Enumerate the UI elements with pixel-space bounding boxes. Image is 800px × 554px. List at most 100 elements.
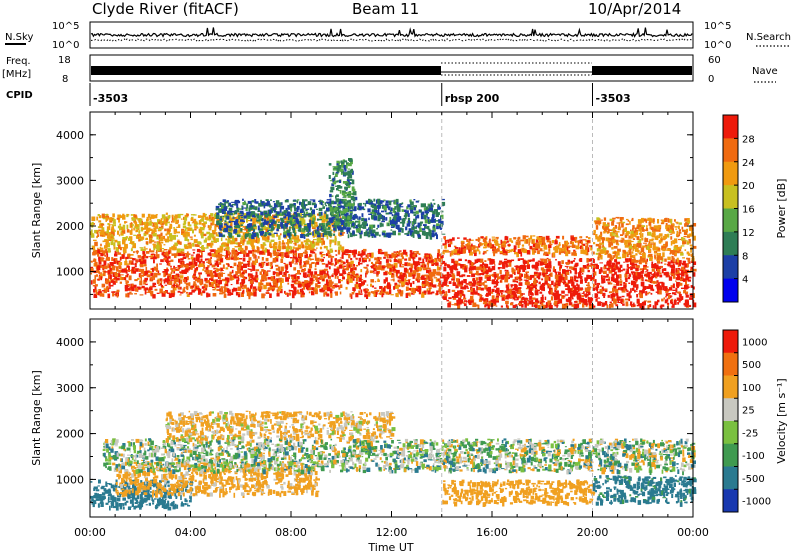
data-cell [409, 230, 414, 233]
data-cell [296, 223, 300, 229]
data-cell [417, 200, 420, 202]
data-cell [237, 242, 241, 247]
data-cell [548, 261, 552, 266]
data-cell [125, 236, 128, 239]
data-cell [592, 272, 595, 278]
data-cell [281, 256, 284, 259]
data-cell [225, 280, 228, 284]
data-cell [630, 266, 633, 271]
data-cell [173, 286, 177, 291]
data-cell [629, 304, 634, 306]
data-cell [680, 271, 684, 277]
data-cell [192, 242, 195, 247]
data-cell [405, 226, 408, 231]
data-cell [303, 234, 306, 236]
data-cell [226, 250, 230, 252]
data-cell [315, 276, 318, 280]
data-cell [339, 168, 343, 172]
data-cell [360, 289, 363, 293]
data-cell [355, 225, 359, 227]
data-cell [502, 264, 506, 269]
data-cell [113, 219, 116, 224]
data-cell [332, 273, 336, 275]
data-cell [340, 172, 343, 175]
data-cell [596, 293, 599, 298]
data-cell [205, 258, 209, 260]
data-cell [240, 262, 244, 265]
data-cell [424, 277, 427, 280]
data-cell [655, 273, 658, 279]
data-cell [548, 305, 553, 310]
data-cell [222, 229, 226, 233]
data-cell [418, 257, 422, 261]
data-cell [377, 214, 382, 219]
data-cell [144, 277, 148, 281]
data-cell [229, 292, 234, 295]
data-cell [161, 214, 166, 219]
data-cell [613, 284, 617, 286]
data-cell [380, 249, 382, 253]
data-cell [531, 302, 534, 307]
data-cell [156, 246, 160, 252]
data-cell [621, 287, 626, 293]
data-cell [484, 280, 487, 283]
data-cell [352, 191, 357, 196]
data-cell [575, 290, 579, 295]
data-cell [188, 224, 192, 227]
data-cell [463, 303, 467, 307]
data-cell [166, 231, 171, 235]
data-cell [484, 302, 488, 307]
data-cell [373, 198, 376, 202]
data-cell [269, 216, 272, 219]
data-cell [211, 276, 214, 282]
data-cell [431, 211, 433, 213]
data-cell [308, 269, 311, 273]
data-cell [160, 218, 163, 221]
data-cell [271, 219, 275, 224]
data-cell [517, 258, 521, 261]
data-cell [170, 290, 175, 294]
data-cell [317, 225, 320, 228]
data-cell [292, 216, 296, 219]
data-cell [247, 287, 250, 289]
data-cell [422, 228, 426, 231]
data-cell [304, 242, 309, 245]
data-cell [520, 258, 524, 260]
data-cell [625, 298, 629, 301]
data-cell [315, 262, 320, 265]
data-cell [132, 243, 136, 247]
data-cell [433, 202, 436, 205]
data-cell [347, 176, 350, 180]
data-cell [246, 287, 249, 293]
data-cell [674, 273, 679, 275]
data-cell [470, 287, 474, 293]
data-cell [220, 286, 223, 292]
data-cell [341, 250, 345, 253]
data-cell [261, 257, 264, 261]
data-cell [407, 213, 410, 217]
data-cell [258, 263, 263, 267]
data-cell [500, 295, 504, 298]
data-cell [344, 249, 349, 254]
data-cell [692, 286, 695, 290]
data-cell [393, 251, 396, 253]
data-cell [342, 267, 345, 272]
data-cell [349, 232, 353, 238]
data-cell [333, 230, 336, 233]
data-cell [432, 210, 436, 215]
data-cell [222, 272, 226, 274]
data-cell [306, 227, 309, 232]
data-cell [234, 237, 238, 242]
data-cell [512, 304, 516, 308]
data-cell [292, 253, 296, 256]
data-cell [220, 208, 224, 213]
data-cell [92, 252, 95, 256]
data-cell [483, 299, 487, 305]
data-cell [421, 275, 425, 280]
data-cell [253, 253, 256, 259]
data-cell [144, 256, 149, 259]
data-cell [280, 222, 283, 227]
data-cell [229, 204, 233, 207]
data-cell [265, 228, 268, 233]
data-cell [122, 254, 125, 259]
